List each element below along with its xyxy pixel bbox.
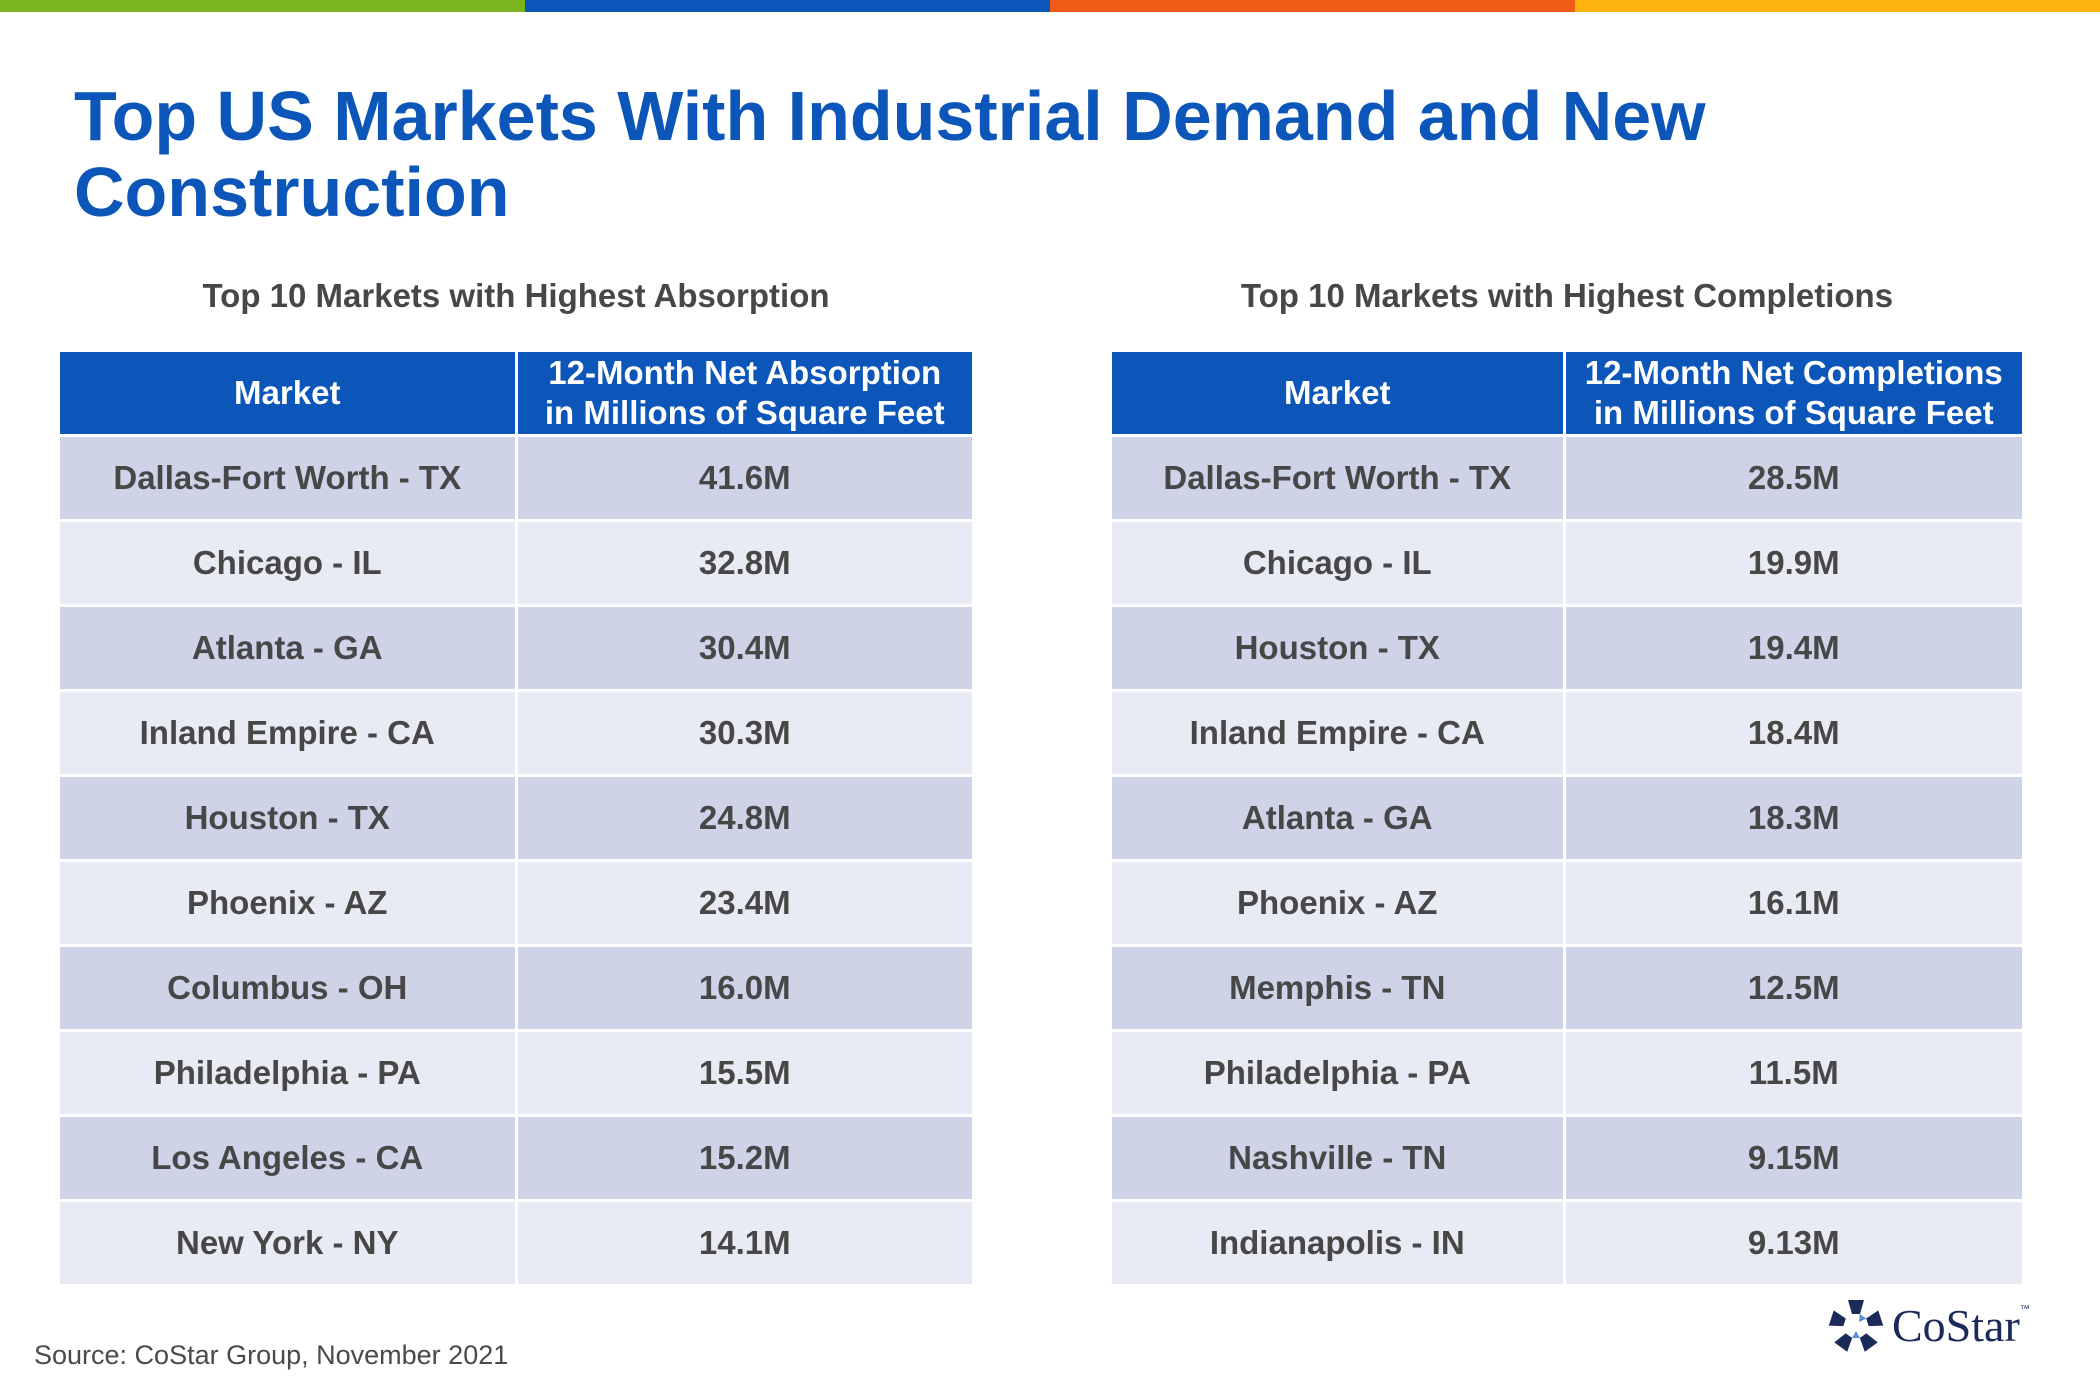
absorption-market-cell: Houston - TX xyxy=(60,775,518,862)
absorption-market-cell: Dallas-Fort Worth - TX xyxy=(60,435,518,522)
completions-header-market: Market xyxy=(1112,352,1566,437)
absorption-market-cell: Philadelphia - PA xyxy=(60,1030,518,1117)
top-bar-orange xyxy=(1050,0,1575,12)
completions-value-cell: 18.3M xyxy=(1564,775,2022,862)
completions-table-body: Dallas-Fort Worth - TX 28.5M Chicago - IL 1… xyxy=(1112,435,2022,1287)
completions-market-cell: Dallas-Fort Worth - TX xyxy=(1112,435,1566,522)
absorption-market-cell: Columbus - OH xyxy=(60,945,518,1032)
absorption-market-cell: Phoenix - AZ xyxy=(60,860,518,947)
completions-table-row: Memphis - TN 12.5M xyxy=(1112,945,2022,1032)
completions-subtitle: Top 10 Markets with Highest Completions xyxy=(1240,277,1894,314)
costar-star-icon xyxy=(1828,1300,1884,1352)
top-bar-blue xyxy=(525,0,1050,12)
costar-logo-tm: ™ xyxy=(2019,1304,2030,1315)
absorption-value-cell: 24.8M xyxy=(516,775,972,862)
absorption-market-cell: Atlanta - GA xyxy=(60,605,518,692)
top-bar-yellow xyxy=(1575,0,2100,12)
costar-logo: CoStar ™ xyxy=(1828,1298,2030,1354)
completions-market-cell: Philadelphia - PA xyxy=(1112,1030,1566,1117)
completions-table-row: Phoenix - AZ 16.1M xyxy=(1112,860,2022,947)
source-note: Source: CoStar Group, November 2021 xyxy=(34,1340,509,1370)
absorption-value-cell: 16.0M xyxy=(516,945,972,1032)
completions-market-cell: Nashville - TN xyxy=(1112,1115,1566,1202)
completions-market-cell: Memphis - TN xyxy=(1112,945,1566,1032)
costar-logo-text: CoStar xyxy=(1892,1300,2020,1351)
absorption-market-cell: New York - NY xyxy=(60,1200,518,1287)
absorption-table-row: Atlanta - GA 30.4M xyxy=(60,605,972,692)
completions-header-value-line1: 12-Month Net Completions xyxy=(1584,354,2003,391)
absorption-table-row: Columbus - OH 16.0M xyxy=(60,945,972,1032)
absorption-table-row: Houston - TX 24.8M xyxy=(60,775,972,862)
absorption-value-cell: 15.2M xyxy=(516,1115,972,1202)
completions-value-cell: 28.5M xyxy=(1564,435,2022,522)
absorption-header-value: 12-Month Net Absorption in Millions of S… xyxy=(516,352,972,437)
top-bar-green xyxy=(0,0,525,12)
completions-value-cell: 11.5M xyxy=(1564,1030,2022,1117)
absorption-table: Market 12-Month Net Absorption in Millio… xyxy=(60,352,972,1287)
completions-market-cell: Inland Empire - CA xyxy=(1112,690,1566,777)
absorption-header-row: Market 12-Month Net Absorption in Millio… xyxy=(60,352,972,437)
completions-header-value: 12-Month Net Completions in Millions of … xyxy=(1564,352,2022,437)
completions-value-cell: 19.9M xyxy=(1564,520,2022,607)
absorption-market-cell: Los Angeles - CA xyxy=(60,1115,518,1202)
absorption-header-market: Market xyxy=(60,352,518,437)
completions-header-value-line2: in Millions of Square Feet xyxy=(1593,394,1994,431)
absorption-table-row: Los Angeles - CA 15.2M xyxy=(60,1115,972,1202)
absorption-market-cell: Chicago - IL xyxy=(60,520,518,607)
completions-table-row: Nashville - TN 9.15M xyxy=(1112,1115,2022,1202)
completions-table-row: Indianapolis - IN 9.13M xyxy=(1112,1200,2022,1287)
absorption-header-value-line2: in Millions of Square Feet xyxy=(544,394,945,431)
completions-value-cell: 9.15M xyxy=(1564,1115,2022,1202)
absorption-table-row: Chicago - IL 32.8M xyxy=(60,520,972,607)
page-title: Top US Markets With Industrial Demand an… xyxy=(74,77,1706,231)
completions-market-cell: Phoenix - AZ xyxy=(1112,860,1566,947)
absorption-table-row: Phoenix - AZ 23.4M xyxy=(60,860,972,947)
completions-value-cell: 9.13M xyxy=(1564,1200,2022,1287)
absorption-value-cell: 30.3M xyxy=(516,690,972,777)
completions-value-cell: 12.5M xyxy=(1564,945,2022,1032)
completions-value-cell: 19.4M xyxy=(1564,605,2022,692)
absorption-value-cell: 23.4M xyxy=(516,860,972,947)
completions-table: Market 12-Month Net Completions in Milli… xyxy=(1112,352,2022,1287)
completions-market-cell: Indianapolis - IN xyxy=(1112,1200,1566,1287)
absorption-table-row: Inland Empire - CA 30.3M xyxy=(60,690,972,777)
absorption-table-body: Dallas-Fort Worth - TX 41.6M Chicago - IL 3… xyxy=(60,435,972,1287)
absorption-value-cell: 41.6M xyxy=(516,435,972,522)
completions-market-cell: Houston - TX xyxy=(1112,605,1566,692)
completions-table-row: Chicago - IL 19.9M xyxy=(1112,520,2022,607)
absorption-market-cell: Inland Empire - CA xyxy=(60,690,518,777)
completions-table-row: Dallas-Fort Worth - TX 28.5M xyxy=(1112,435,2022,522)
absorption-value-cell: 15.5M xyxy=(516,1030,972,1117)
completions-table-row: Inland Empire - CA 18.4M xyxy=(1112,690,2022,777)
completions-table-row: Philadelphia - PA 11.5M xyxy=(1112,1030,2022,1117)
absorption-header-value-line1: 12-Month Net Absorption xyxy=(548,354,942,391)
top-color-bar xyxy=(0,0,2100,12)
completions-header-row: Market 12-Month Net Completions in Milli… xyxy=(1112,352,2022,437)
completions-market-cell: Chicago - IL xyxy=(1112,520,1566,607)
absorption-value-cell: 30.4M xyxy=(516,605,972,692)
completions-market-cell: Atlanta - GA xyxy=(1112,775,1566,862)
completions-value-cell: 18.4M xyxy=(1564,690,2022,777)
absorption-value-cell: 32.8M xyxy=(516,520,972,607)
completions-table-row: Houston - TX 19.4M xyxy=(1112,605,2022,692)
completions-table-row: Atlanta - GA 18.3M xyxy=(1112,775,2022,862)
absorption-subtitle: Top 10 Markets with Highest Absorption xyxy=(202,277,830,314)
absorption-table-row: New York - NY 14.1M xyxy=(60,1200,972,1287)
absorption-table-row: Philadelphia - PA 15.5M xyxy=(60,1030,972,1117)
absorption-value-cell: 14.1M xyxy=(516,1200,972,1287)
completions-value-cell: 16.1M xyxy=(1564,860,2022,947)
absorption-table-row: Dallas-Fort Worth - TX 41.6M xyxy=(60,435,972,522)
